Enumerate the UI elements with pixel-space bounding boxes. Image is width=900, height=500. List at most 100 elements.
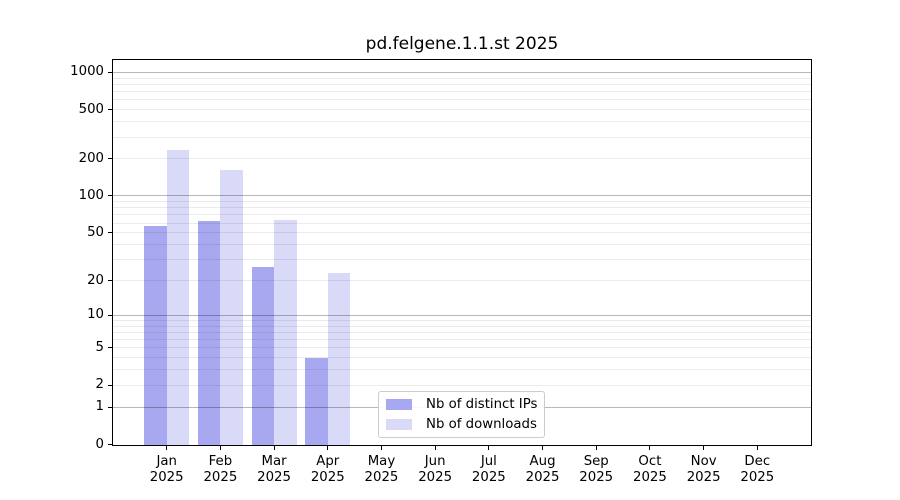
x-tick-mark (542, 445, 544, 450)
gridline-minor (113, 158, 811, 160)
y-tick-label: 200 (78, 150, 104, 166)
plot-area (112, 58, 812, 446)
x-tick-label-year: 2025 (257, 469, 291, 485)
gridline-minor (113, 347, 811, 349)
y-tick-mark (108, 158, 112, 160)
x-tick-label-year: 2025 (525, 469, 560, 485)
legend-label-downloads: Nb of downloads (426, 417, 537, 432)
gridline-minor (113, 243, 811, 245)
x-tick-label-month: Mar (261, 453, 287, 469)
gridline-minor (113, 207, 811, 209)
gridline-decade (113, 314, 811, 316)
x-tick-label-year: 2025 (203, 469, 238, 485)
x-tick-label-month: Aug (529, 453, 556, 469)
y-tick-label: 1 (95, 399, 104, 415)
y-tick-mark (108, 347, 112, 349)
legend-swatch-downloads (386, 419, 412, 430)
y-tick-mark (108, 232, 112, 234)
x-tick-label-year: 2025 (310, 469, 345, 485)
x-tick-label-year: 2025 (418, 469, 453, 485)
y-tick-mark (108, 109, 112, 111)
x-tick-mark (273, 445, 275, 450)
gridline-minor (113, 136, 811, 138)
legend-swatch-distinct-ips (386, 399, 412, 410)
y-tick-label: 1000 (70, 64, 104, 80)
y-tick-label: 50 (87, 224, 104, 240)
y-tick-label: 5 (95, 339, 104, 355)
legend-entry-downloads: Nb of downloads (386, 416, 544, 433)
y-tick-label: 20 (87, 272, 104, 288)
y-tick-label: 10 (87, 307, 104, 323)
x-tick-label-month: Feb (208, 453, 233, 469)
x-tick-label-month: Nov (690, 453, 717, 469)
x-tick-label-year: 2025 (364, 469, 399, 485)
gridline-minor (113, 339, 811, 341)
gridline-decade (113, 71, 811, 73)
y-tick-mark (108, 444, 112, 445)
y-tick-label: 100 (78, 187, 104, 203)
y-tick-mark (108, 406, 112, 408)
gridline-minor (113, 357, 811, 359)
x-tick-label-month: Jun (424, 453, 446, 469)
bar-downloads (274, 220, 297, 445)
gridline-minor (113, 201, 811, 203)
x-tick-mark (488, 445, 490, 450)
y-tick-label: 0 (95, 436, 104, 452)
y-tick-label: 2 (95, 377, 104, 393)
gridline-minor (113, 99, 811, 101)
y-tick-label: 500 (78, 101, 104, 117)
bar-downloads (220, 170, 243, 445)
x-tick-mark (434, 445, 436, 450)
x-tick-label-year: 2025 (686, 469, 721, 485)
gridline-minor (113, 222, 811, 224)
x-tick-label-month: May (367, 453, 396, 469)
x-tick-mark (327, 445, 329, 450)
legend: Nb of distinct IPs Nb of downloads (378, 391, 545, 438)
x-tick-mark (756, 445, 758, 450)
x-tick-mark (649, 445, 651, 450)
gridline-minor (113, 331, 811, 333)
bar-downloads (166, 150, 190, 445)
gridline-minor (113, 91, 811, 93)
gridline-minor (113, 214, 811, 216)
bar-distinct-ips (144, 225, 167, 445)
bar-distinct-ips (251, 266, 275, 445)
y-tick-mark (108, 71, 112, 73)
gridline-minor (113, 259, 811, 261)
x-tick-mark (219, 445, 221, 450)
gridline-minor (113, 325, 811, 327)
y-tick-mark (108, 195, 112, 197)
gridline-minor (113, 232, 811, 234)
x-tick-label-year: 2025 (149, 469, 184, 485)
y-tick-mark (108, 314, 112, 316)
x-tick-label-month: Jul (480, 453, 497, 469)
x-tick-mark (703, 445, 705, 450)
bar-downloads (327, 273, 351, 445)
x-tick-label-year: 2025 (579, 469, 614, 485)
x-tick-label-year: 2025 (633, 469, 667, 485)
x-tick-label-month: Jan (156, 453, 177, 469)
y-tick-mark (108, 384, 112, 386)
x-tick-mark (595, 445, 597, 450)
x-tick-label-year: 2025 (740, 469, 775, 485)
chart-title: pd.felgene.1.1.st 2025 (365, 34, 559, 54)
bar-distinct-ips (305, 357, 328, 445)
bar-distinct-ips (197, 221, 221, 445)
gridline-minor (113, 83, 811, 85)
gridline-decade (113, 195, 811, 197)
gridline-minor (113, 77, 811, 79)
gridline-minor (113, 280, 811, 281)
legend-label-distinct-ips: Nb of distinct IPs (426, 397, 538, 412)
x-tick-mark (166, 445, 168, 450)
gridline-minor (113, 384, 811, 386)
x-tick-label-year: 2025 (471, 469, 506, 485)
y-tick-mark (108, 280, 112, 281)
gridline-minor (113, 121, 811, 123)
x-tick-label-month: Apr (316, 453, 340, 469)
gridline-minor (113, 319, 811, 321)
gridline-minor (113, 369, 811, 371)
legend-entry-distinct-ips: Nb of distinct IPs (386, 396, 544, 413)
gridline-minor (113, 109, 811, 111)
x-tick-label-month: Oct (638, 453, 662, 469)
